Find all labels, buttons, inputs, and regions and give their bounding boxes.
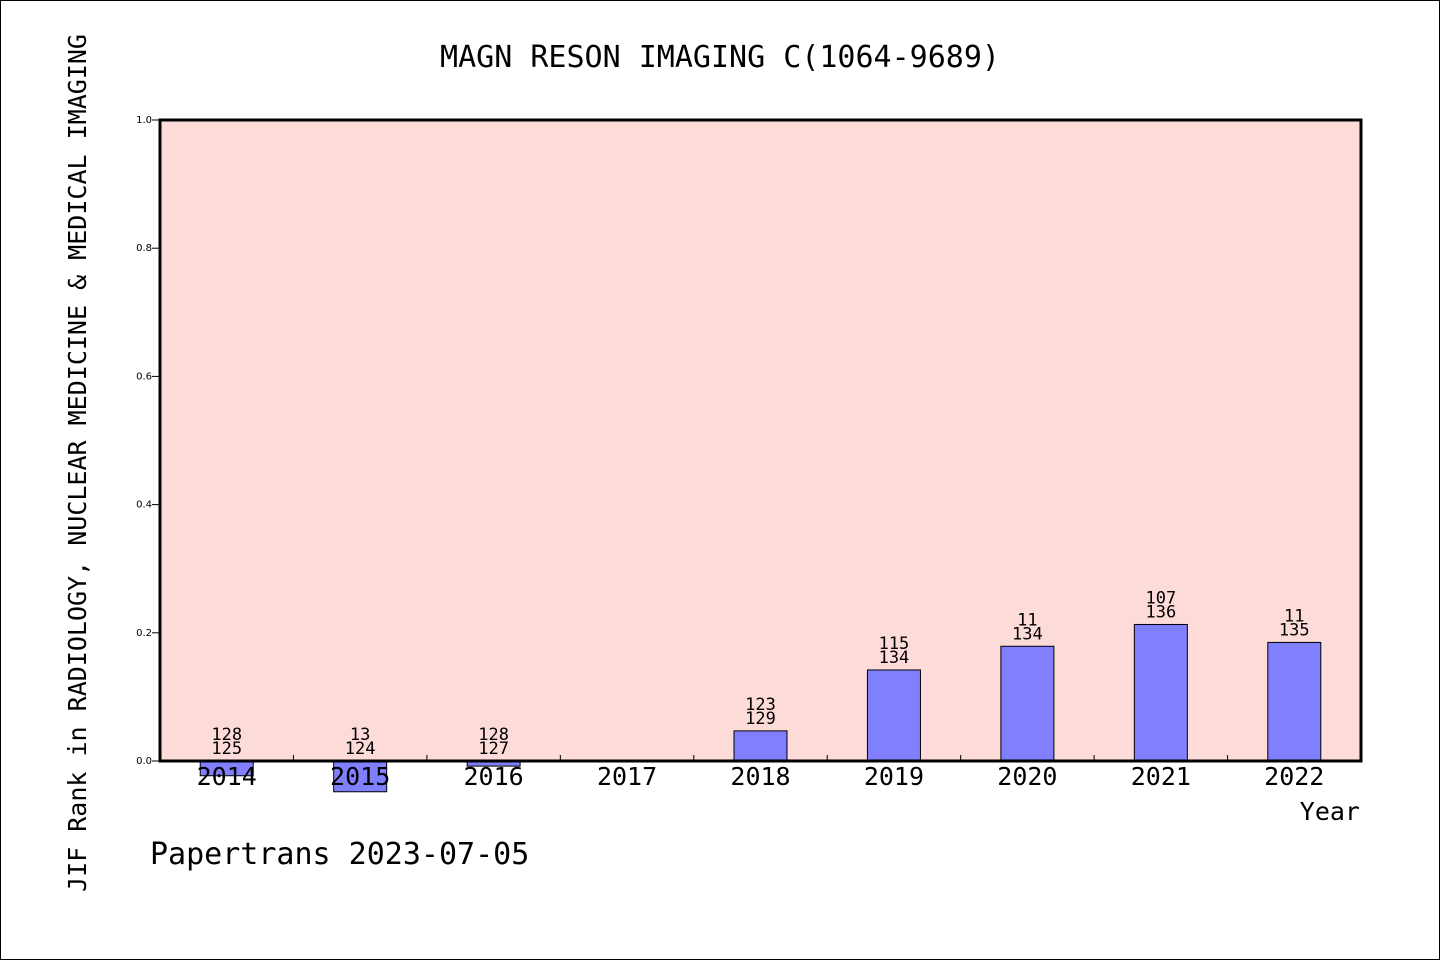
x-tick-label: 2015 — [330, 762, 390, 791]
x-tick-labels: 2014 2015 2016 2017 2018 2019 2020 2021 2022 — [197, 762, 1325, 791]
x-tick-label: 2020 — [997, 762, 1057, 791]
bar — [733, 730, 788, 762]
data-label: 134 — [1012, 624, 1043, 644]
x-tick-label: 2021 — [1131, 762, 1191, 791]
y-tick-label: 0.8 — [136, 243, 152, 254]
x-tick-label: 2018 — [730, 762, 790, 791]
data-label: 129 — [745, 709, 776, 729]
bar — [866, 669, 921, 762]
data-label: 134 — [879, 648, 910, 668]
data-label: 107 — [1145, 588, 1176, 608]
bar — [1267, 641, 1322, 762]
data-label: 13 — [350, 725, 370, 745]
y-tick-label: 0.0 — [136, 756, 152, 767]
chart-title: MAGN RESON IMAGING C(1064-9689) — [440, 40, 1000, 75]
data-label: 11 — [1284, 606, 1304, 626]
x-axis-label: Year — [1300, 797, 1360, 826]
data-label: 115 — [879, 634, 910, 654]
data-label: 128 — [211, 725, 242, 745]
data-label: 135 — [1279, 620, 1310, 640]
footer-credit: Papertrans 2023-07-05 — [150, 837, 529, 872]
bar — [333, 760, 388, 793]
data-label: 128 — [478, 725, 509, 745]
data-label: 123 — [745, 695, 776, 715]
x-tick-label: 2014 — [197, 762, 257, 791]
data-label: 125 — [211, 739, 242, 759]
x-tick-label: 2017 — [597, 762, 657, 791]
plot-border — [158, 118, 1363, 763]
bar — [1133, 623, 1188, 762]
data-label: 136 — [1145, 602, 1176, 622]
x-tick-label: 2022 — [1264, 762, 1324, 791]
y-tick-label: 0.4 — [136, 500, 152, 511]
y-axis-label: JIF Rank in RADIOLOGY, NUCLEAR MEDICINE … — [63, 34, 92, 892]
y-tick-label: 0.6 — [136, 371, 152, 382]
y-tick-label: 1.0 — [136, 115, 152, 126]
x-tick-label: 2016 — [464, 762, 524, 791]
bars-layer — [199, 623, 1322, 793]
data-label: 127 — [478, 739, 509, 759]
bar — [1000, 645, 1055, 762]
x-tick-label: 2019 — [864, 762, 924, 791]
y-tick-label: 0.2 — [136, 628, 152, 639]
data-label: 11 — [1017, 610, 1037, 630]
data-label: 124 — [345, 739, 376, 759]
